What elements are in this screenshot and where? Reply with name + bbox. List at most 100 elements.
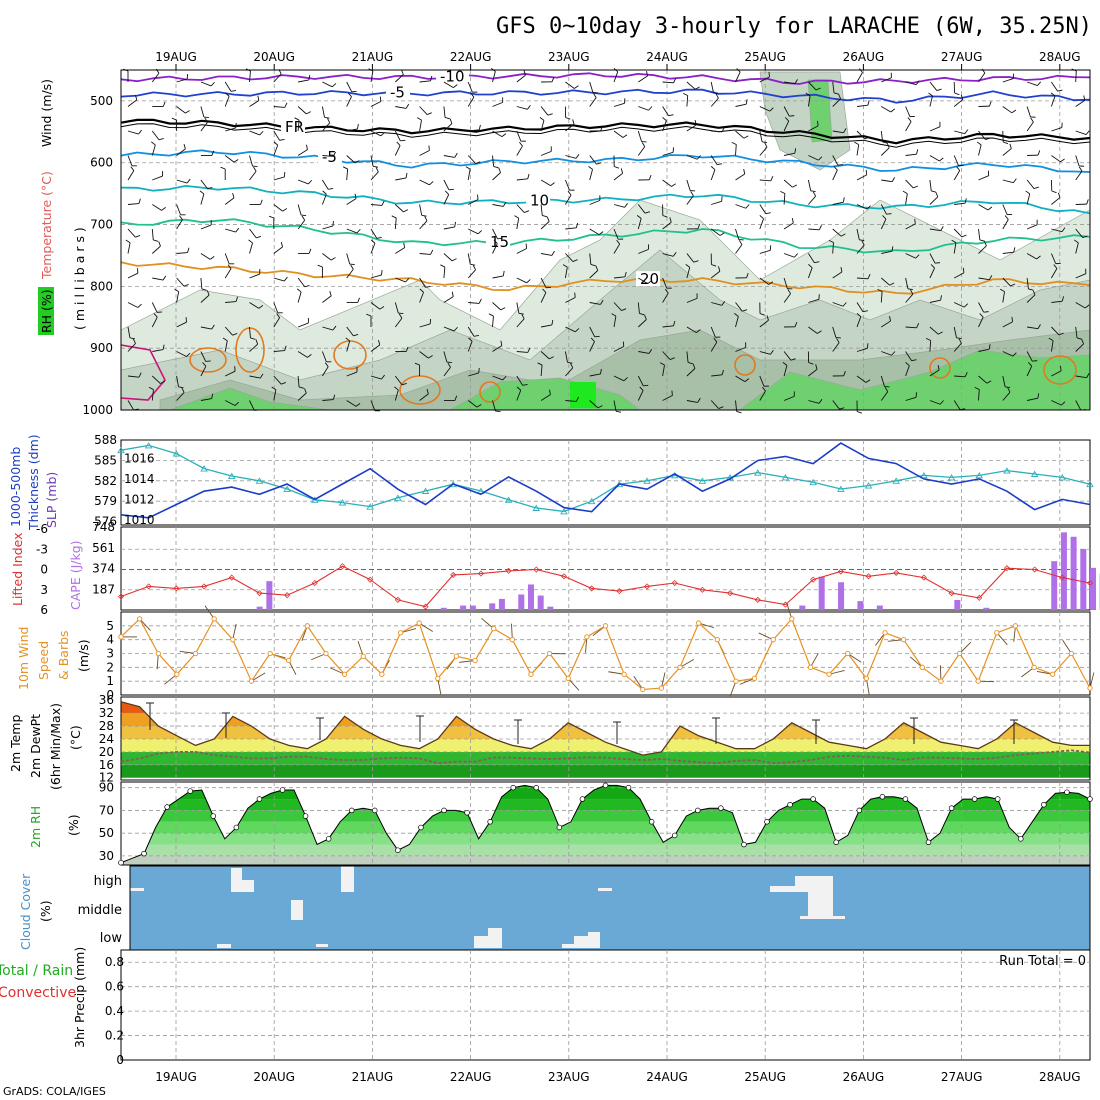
wind-barb-10m xyxy=(288,660,297,675)
thickness-label-1: 1000-500mb xyxy=(8,447,23,527)
wind-speed-marker xyxy=(118,634,124,640)
wind-barb xyxy=(346,128,358,132)
lifted-index-marker xyxy=(616,588,623,595)
rh-marker xyxy=(879,794,886,800)
wind-barb xyxy=(176,148,186,156)
wind-barb xyxy=(347,92,352,97)
wind-barb xyxy=(322,122,331,132)
wind-barb xyxy=(690,191,694,196)
wind-barb xyxy=(346,326,354,337)
thickness-marker xyxy=(560,508,568,515)
wind-barb xyxy=(743,169,746,175)
wind-barb xyxy=(963,303,969,308)
wind-barb xyxy=(426,388,429,395)
wind-barb xyxy=(502,201,507,207)
wind-barb xyxy=(686,297,698,303)
wind-barb xyxy=(516,351,528,353)
wind-barb xyxy=(768,71,770,77)
wind-barb xyxy=(1053,264,1058,269)
wind-barb xyxy=(345,337,351,342)
wind-barb xyxy=(204,117,208,123)
wind-barb xyxy=(209,255,215,260)
wind-barb-10m xyxy=(156,653,159,670)
wind-barb xyxy=(1075,375,1087,379)
wind-barb xyxy=(713,337,718,343)
wind-barb xyxy=(669,357,675,360)
wind-barb-10m xyxy=(978,680,995,683)
wind-barb xyxy=(527,347,531,353)
wind-barb xyxy=(273,350,285,352)
wind-barb xyxy=(232,332,238,336)
rh-marker xyxy=(372,807,378,814)
wind-barb xyxy=(859,239,865,242)
thickness-marker xyxy=(643,477,651,484)
wind-barb xyxy=(394,386,399,391)
wind-barb xyxy=(854,141,859,146)
rh-marker xyxy=(302,813,309,819)
wind-barb xyxy=(738,240,743,245)
wind-barb xyxy=(962,267,965,273)
date-label-top: 27AUG xyxy=(941,50,983,64)
wind-barb xyxy=(808,155,819,161)
rh-label-1: (%) xyxy=(66,814,81,836)
wind-barb xyxy=(818,399,823,404)
wind-speed-marker xyxy=(546,650,553,657)
wind-barb xyxy=(562,264,568,268)
wind-ylabel: & Barbs xyxy=(56,630,71,680)
cape-tick: 748 xyxy=(92,520,115,534)
wind-barb xyxy=(648,348,653,354)
wind-barb xyxy=(273,317,281,328)
cape-bar xyxy=(1090,567,1096,610)
wind-barb xyxy=(886,143,890,149)
wind-speed-marker xyxy=(975,678,981,684)
wind-barb xyxy=(697,223,701,229)
wind-tick: 5 xyxy=(106,619,114,633)
wind-barb xyxy=(881,250,893,254)
wind-barb xyxy=(1007,387,1011,393)
wind-barb xyxy=(984,241,987,247)
wind-barb xyxy=(613,102,625,107)
wind-barb xyxy=(589,373,601,377)
wind-speed-marker xyxy=(192,650,199,657)
wind-barb xyxy=(127,343,136,352)
date-label-bottom: 28AUG xyxy=(1039,1070,1081,1084)
wind-barb xyxy=(856,313,862,318)
wind-barb xyxy=(443,81,454,89)
wind-barb xyxy=(151,228,154,240)
wind-barb xyxy=(540,106,549,116)
wind-barb xyxy=(306,144,308,150)
wind-barb xyxy=(541,324,552,328)
rh-marker xyxy=(602,782,609,789)
wind-barb xyxy=(746,272,749,278)
wind-barb xyxy=(867,100,870,106)
wind-speed-marker xyxy=(714,637,720,643)
wind-barb xyxy=(1012,352,1017,357)
wind-barb xyxy=(249,130,260,136)
wind-barb xyxy=(735,103,747,107)
wind-barb xyxy=(759,179,771,182)
wind-barb xyxy=(220,166,226,170)
wind-barb xyxy=(200,351,207,362)
wind-barb xyxy=(151,389,154,401)
wind-barb xyxy=(769,107,774,112)
wind-barb xyxy=(564,351,568,363)
wind-barb xyxy=(550,182,555,187)
wind-barb xyxy=(565,117,571,120)
wind-barb xyxy=(956,166,961,171)
wind-barb xyxy=(249,155,253,167)
temp-band xyxy=(121,701,1090,714)
wind-barb xyxy=(1081,339,1085,345)
wind-barb xyxy=(127,99,138,107)
lifted-index-marker xyxy=(450,571,457,578)
wind-barb xyxy=(686,179,691,191)
credit-text: GrADS: COLA/IGES xyxy=(3,1085,106,1098)
wind-speed-marker xyxy=(863,675,870,682)
cloud-block xyxy=(291,900,303,920)
wind-barb xyxy=(648,174,652,180)
wind-barb xyxy=(426,112,432,115)
wind-barb xyxy=(492,243,498,254)
wind-barb xyxy=(954,92,960,96)
wind-barb xyxy=(547,113,553,116)
isotherm-line xyxy=(120,72,1091,85)
wind-barb xyxy=(235,227,240,233)
